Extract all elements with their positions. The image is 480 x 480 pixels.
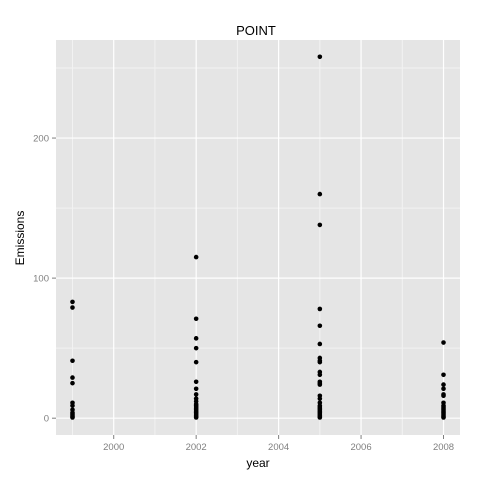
- data-point: [193, 316, 199, 322]
- data-point: [70, 415, 75, 420]
- x-tick-label: 2000: [103, 442, 124, 453]
- data-point: [441, 415, 446, 420]
- data-point: [193, 254, 199, 260]
- data-point: [317, 415, 323, 420]
- data-point: [441, 340, 446, 345]
- data-point: [193, 379, 199, 385]
- y-axis-title: Emissions: [13, 211, 27, 266]
- data-point: [193, 359, 199, 365]
- data-point: [70, 305, 75, 310]
- chart-title: POINT: [236, 23, 276, 38]
- data-point: [193, 392, 199, 397]
- data-point: [317, 359, 323, 365]
- x-axis: 2000 2002 2004 2006 2008: [103, 435, 454, 453]
- x-tick-label: 2008: [433, 442, 454, 453]
- data-point: [70, 375, 75, 380]
- data-point: [193, 386, 199, 392]
- data-point: [317, 396, 323, 401]
- x-axis-title: year: [246, 456, 269, 470]
- major-gridlines: [56, 40, 460, 435]
- data-points: [70, 54, 446, 420]
- x-tick-label: 2002: [186, 442, 207, 453]
- data-point: [317, 191, 323, 197]
- minor-gridlines: [56, 40, 460, 435]
- data-point: [441, 393, 446, 399]
- data-point: [441, 372, 446, 378]
- x-tick-label: 2006: [350, 442, 371, 453]
- data-point: [70, 380, 75, 386]
- data-point: [70, 299, 75, 305]
- data-point: [317, 306, 323, 312]
- data-point: [317, 54, 323, 60]
- data-point: [441, 382, 446, 387]
- y-tick-label: 200: [33, 134, 49, 145]
- y-axis: 0 100 200: [33, 134, 56, 425]
- data-point: [317, 222, 323, 228]
- plot-panel: [56, 40, 460, 435]
- data-point: [317, 382, 323, 387]
- x-tick-label: 2004: [268, 442, 289, 453]
- y-tick-label: 100: [33, 274, 49, 285]
- data-point: [70, 358, 75, 364]
- data-point: [317, 341, 323, 347]
- y-tick-label: 0: [44, 414, 49, 425]
- data-point: [193, 415, 199, 420]
- data-point: [193, 345, 199, 351]
- data-point: [441, 386, 446, 392]
- data-point: [193, 336, 199, 341]
- data-point: [317, 372, 323, 378]
- data-point: [317, 323, 323, 329]
- data-point: [70, 403, 75, 408]
